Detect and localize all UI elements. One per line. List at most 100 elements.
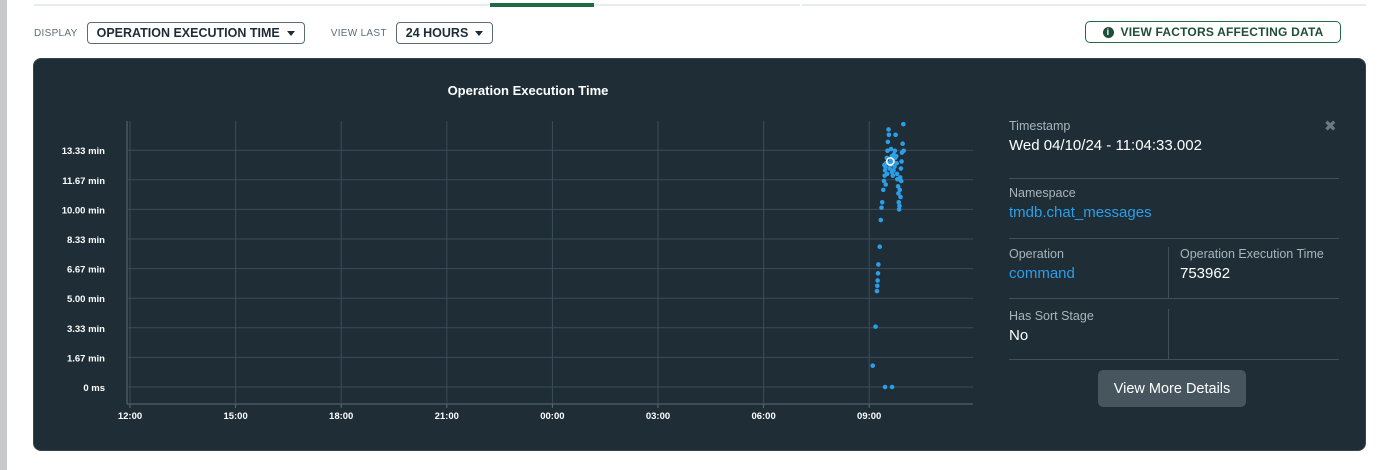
y-tick-label: 11.67 min	[62, 176, 105, 187]
detail-divider	[1009, 178, 1339, 179]
detail-divider	[1009, 238, 1339, 239]
data-point	[880, 187, 886, 193]
data-point	[899, 159, 904, 164]
y-tick-label: 0 ms	[83, 383, 105, 394]
tab-underline-track	[34, 4, 1366, 6]
data-point	[898, 194, 903, 200]
left-scroll-rail	[0, 0, 7, 470]
namespace-block: Namespace tmdb.chat_messages	[1009, 186, 1339, 238]
view-factors-button[interactable]: i VIEW FACTORS AFFECTING DATA	[1085, 21, 1341, 43]
data-point	[897, 203, 902, 209]
chart-controls: DISPLAY OPERATION EXECUTION TIME VIEW LA…	[34, 20, 494, 46]
data-point	[870, 363, 876, 368]
data-point	[897, 187, 903, 193]
close-icon[interactable]: ✖	[1324, 118, 1337, 135]
data-point	[886, 132, 892, 138]
sort-value: No	[1009, 327, 1029, 344]
data-point	[873, 324, 878, 329]
data-point	[885, 139, 891, 145]
x-tick-label: 06:00	[751, 411, 775, 422]
y-tick-label: 10.00 min	[62, 205, 105, 216]
data-point	[892, 155, 898, 161]
data-point	[898, 178, 904, 184]
data-point	[896, 207, 902, 212]
data-point	[882, 168, 888, 173]
view-more-details-button[interactable]: View More Details	[1098, 370, 1246, 407]
scatter-chart[interactable]: 0 ms 1.67 min 3.33 min 5.00 min 6.67 min 8.33…	[34, 59, 994, 452]
x-tick-label: 21:00	[435, 411, 459, 422]
data-point	[901, 121, 906, 127]
data-point	[897, 175, 903, 180]
data-point	[900, 141, 905, 146]
operation-row: Operation command Operation Execution Ti…	[1009, 247, 1339, 298]
selected-data-point	[885, 157, 895, 166]
data-point	[879, 205, 884, 210]
view-last-label: VIEW LAST	[330, 27, 387, 39]
data-point	[901, 148, 906, 154]
sort-block: Has Sort Stage No	[1009, 309, 1169, 359]
data-point	[898, 166, 904, 171]
data-point	[879, 199, 885, 205]
data-point	[887, 166, 892, 171]
data-point	[882, 384, 888, 390]
data-point	[889, 384, 895, 390]
data-point	[896, 199, 902, 205]
data-point	[881, 178, 887, 184]
x-tick-label: 09:00	[857, 411, 881, 422]
data-point	[876, 262, 881, 267]
namespace-label: Namespace	[1009, 186, 1076, 200]
x-tick-label: 12:00	[118, 411, 142, 422]
data-point	[874, 288, 880, 294]
display-label: DISPLAY	[34, 27, 78, 39]
sort-row: Has Sort Stage No	[1009, 309, 1339, 359]
y-tick-label: 3.33 min	[67, 324, 105, 335]
operation-label: Operation	[1009, 247, 1064, 261]
data-point	[874, 283, 880, 289]
data-point	[875, 271, 881, 276]
caret-down-icon	[475, 30, 484, 36]
data-point	[896, 191, 901, 196]
data-point	[895, 184, 901, 189]
data-point	[888, 146, 894, 152]
y-tick-label: 8.33 min	[67, 235, 105, 246]
data-point	[890, 173, 896, 178]
display-dropdown[interactable]: OPERATION EXECUTION TIME	[86, 22, 305, 44]
detail-divider	[1009, 298, 1339, 299]
y-tick-label: 13.33 min	[62, 146, 105, 157]
exec-time-label: Operation Execution Time	[1180, 247, 1324, 261]
data-point	[885, 148, 890, 154]
data-point	[883, 182, 889, 187]
display-dropdown-value: OPERATION EXECUTION TIME	[96, 26, 280, 40]
data-point	[888, 159, 893, 164]
x-tick-label: 00:00	[540, 411, 564, 422]
chart-panel: Operation Execution Time 0 ms 1.67 min 3.3…	[33, 58, 1366, 451]
y-tick-label: 5.00 min	[67, 294, 105, 305]
x-tick-label: 18:00	[329, 411, 353, 422]
x-tick-label: 03:00	[646, 411, 670, 422]
x-tick-label: 15:00	[223, 411, 247, 422]
info-icon: i	[1102, 26, 1114, 38]
operation-link[interactable]: command	[1009, 265, 1075, 282]
data-point	[894, 171, 900, 177]
chart-title: Operation Execution Time	[447, 83, 609, 98]
data-point	[884, 171, 890, 177]
y-tick-label: 6.67 min	[67, 265, 105, 276]
data-point	[894, 160, 899, 166]
caret-down-icon	[286, 30, 295, 36]
timestamp-block: Timestamp Wed 04/10/24 - 11:04:33.002	[1009, 119, 1339, 178]
exec-time-block: Operation Execution Time 753962	[1169, 247, 1324, 298]
view-last-dropdown[interactable]: 24 HOURS	[395, 22, 494, 44]
data-point	[891, 168, 896, 173]
data-point	[892, 148, 898, 154]
timestamp-label: Timestamp	[1009, 119, 1071, 133]
data-point	[882, 162, 887, 168]
data-point	[875, 278, 880, 283]
timestamp-value: Wed 04/10/24 - 11:04:33.002	[1009, 137, 1202, 154]
tab-divider	[800, 4, 802, 6]
data-point	[878, 217, 884, 223]
operation-block: Operation command	[1009, 247, 1169, 298]
exec-time-value: 753962	[1180, 265, 1231, 282]
data-point	[877, 244, 883, 249]
detail-divider	[1009, 359, 1339, 360]
namespace-link[interactable]: tmdb.chat_messages	[1009, 204, 1152, 221]
